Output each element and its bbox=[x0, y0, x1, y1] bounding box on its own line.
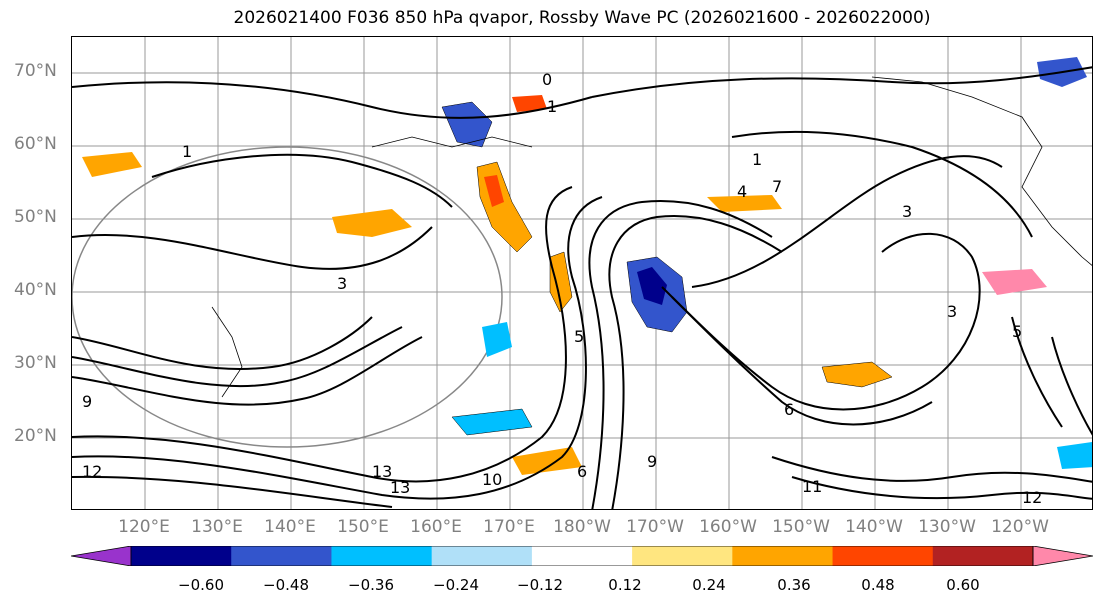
negative-anomaly-blob-4 bbox=[451, 408, 533, 436]
lat-label-20n: 20°N bbox=[14, 426, 57, 446]
colorbar-outline bbox=[130, 546, 1034, 566]
lat-label-60n: 60°N bbox=[14, 134, 57, 154]
colorbar-tick: −0.24 bbox=[433, 576, 479, 594]
lon-label-130w: 130°W bbox=[918, 517, 976, 537]
lon-label-160e: 160°E bbox=[410, 517, 462, 537]
contour-label: 3 bbox=[947, 302, 957, 321]
positive-anomaly-blob-4 bbox=[821, 361, 893, 388]
colorbar-segment bbox=[531, 546, 633, 566]
contour-label: 9 bbox=[82, 392, 92, 411]
contour-labels: 0 1 1 3 3 5 6 6 9 10 11 12 13 13 1 9 12 … bbox=[82, 70, 1042, 507]
colorbar-extend-high bbox=[1032, 546, 1093, 566]
positive-anomaly-blob-6 bbox=[512, 95, 547, 112]
graticule bbox=[72, 37, 1092, 509]
lon-label-180w: 180°W bbox=[553, 517, 611, 537]
lat-label-30n: 30°N bbox=[14, 353, 57, 373]
positive-anomaly-blob-5 bbox=[707, 195, 782, 212]
lon-label-120e: 120°E bbox=[118, 517, 170, 537]
lat-label-50n: 50°N bbox=[14, 207, 57, 227]
lon-label-130e: 130°E bbox=[191, 517, 243, 537]
colorbar-segment bbox=[732, 546, 834, 566]
lon-label-160w: 160°W bbox=[699, 517, 757, 537]
lat-label-70n: 70°N bbox=[14, 61, 57, 81]
strong-positive-anomaly-blob bbox=[484, 175, 504, 207]
lat-label-40n: 40°N bbox=[14, 280, 57, 300]
negative-anomaly-blob-2 bbox=[441, 101, 493, 148]
map-panel: 0 1 1 3 3 5 6 6 9 10 11 12 13 13 1 9 12 … bbox=[71, 36, 1093, 510]
negative-anomaly-blob-5 bbox=[482, 322, 512, 357]
colorbar-tick: −0.48 bbox=[263, 576, 309, 594]
strong-negative-anomaly-blob bbox=[637, 267, 667, 305]
positive-anomaly-blob-3 bbox=[332, 209, 412, 237]
negative-anomaly-blob-6 bbox=[1057, 442, 1092, 469]
contour-label: 12 bbox=[1022, 488, 1042, 507]
map-title: 2026021400 F036 850 hPa qvapor, Rossby W… bbox=[233, 8, 931, 28]
lon-label-150e: 150°E bbox=[337, 517, 389, 537]
contour-label: 7 bbox=[772, 177, 782, 196]
lon-label-140e: 140°E bbox=[264, 517, 316, 537]
contours bbox=[72, 66, 1092, 509]
map-svg: 0 1 1 3 3 5 6 6 9 10 11 12 13 13 1 9 12 … bbox=[72, 37, 1092, 509]
positive-anomaly-blob-2 bbox=[549, 251, 573, 313]
contour-label: 13 bbox=[390, 478, 410, 497]
colorbar bbox=[71, 546, 1093, 566]
contour-label: 13 bbox=[372, 462, 392, 481]
contour-label: 1 bbox=[182, 142, 192, 161]
lon-label-150w: 150°W bbox=[772, 517, 830, 537]
lon-label-140w: 140°W bbox=[845, 517, 903, 537]
colorbar-segment bbox=[932, 546, 1034, 566]
colorbar-segment bbox=[632, 546, 733, 566]
coastlines bbox=[211, 76, 1092, 398]
colorbar-tick: −0.12 bbox=[517, 576, 563, 594]
colorbar-segment bbox=[231, 546, 332, 566]
colorbar-segment bbox=[331, 546, 433, 566]
positive-anomaly-blob-7 bbox=[82, 152, 142, 177]
contour-label: 3 bbox=[902, 202, 912, 221]
contour-label: 5 bbox=[574, 327, 584, 346]
contour-label: 4 bbox=[737, 182, 747, 201]
colorbar-tick: −0.36 bbox=[348, 576, 394, 594]
colorbar-segments bbox=[71, 546, 1093, 566]
colorbar-segment bbox=[832, 546, 934, 566]
lon-label-120w: 120°W bbox=[991, 517, 1049, 537]
colorbar-tick: 0.60 bbox=[946, 576, 980, 594]
colorbar-tick: 0.36 bbox=[777, 576, 811, 594]
extreme-positive-anomaly-blob bbox=[982, 269, 1047, 295]
colorbar-tick: 0.48 bbox=[861, 576, 895, 594]
colorbar-tick: 0.24 bbox=[692, 576, 726, 594]
contour-label: 6 bbox=[784, 400, 794, 419]
contour-label: 12 bbox=[82, 462, 102, 481]
contour-label: 3 bbox=[337, 274, 347, 293]
contour-label: 11 bbox=[802, 477, 822, 496]
colorbar-segment bbox=[431, 546, 533, 566]
contour-label: 0 bbox=[542, 70, 552, 89]
colorbar-extend-low bbox=[71, 546, 132, 566]
contour-label: 5 bbox=[1012, 322, 1022, 341]
anomaly-shading bbox=[82, 57, 1092, 475]
colorbar-tick: 0.12 bbox=[608, 576, 642, 594]
lon-label-170e: 170°E bbox=[483, 517, 535, 537]
reference-circle bbox=[72, 146, 503, 448]
colorbar-tick: −0.60 bbox=[178, 576, 224, 594]
contour-label: 1 bbox=[547, 97, 557, 116]
contour-label: 1 bbox=[752, 150, 762, 169]
lon-label-170w: 170°W bbox=[626, 517, 684, 537]
contour-label: 10 bbox=[482, 470, 502, 489]
contour-label: 6 bbox=[577, 462, 587, 481]
contour-label: 9 bbox=[647, 452, 657, 471]
colorbar-segment bbox=[131, 546, 232, 566]
